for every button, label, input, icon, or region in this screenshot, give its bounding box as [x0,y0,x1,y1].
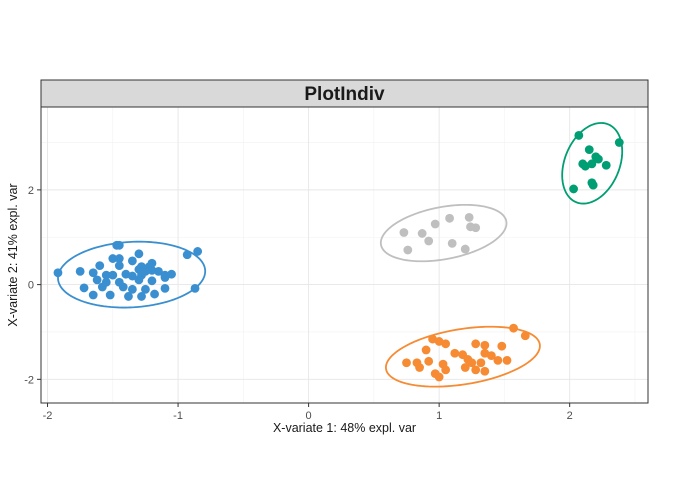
data-point [114,261,124,271]
data-point [450,348,460,358]
data-point [114,254,124,263]
data-point [460,244,470,254]
data-point [417,229,427,238]
data-point [101,270,111,280]
data-point [574,131,584,140]
data-point [445,213,454,223]
data-point [88,290,98,300]
confidence-ellipse [384,325,541,388]
data-point [493,355,503,365]
data-point [190,283,200,293]
x-tick-label: 0 [306,410,312,422]
data-point [97,282,107,292]
data-point [150,289,159,299]
data-point [402,358,411,368]
x-tick-label: -1 [173,410,183,422]
data-point [588,180,598,190]
data-point [127,256,137,266]
data-point [53,268,63,278]
data-point [108,270,118,280]
data-point [403,245,413,255]
data-point [141,284,150,294]
data-point [486,351,496,361]
data-point [160,273,170,282]
data-point [480,340,490,350]
data-point [476,358,486,368]
data-point [108,254,118,263]
data-point [193,247,203,256]
data-point [147,265,157,275]
data-point [587,159,597,169]
data-point [137,292,146,301]
data-point [114,240,124,250]
data-point [509,323,518,333]
data-point [601,160,611,170]
y-tick-label: -2 [24,374,34,386]
data-point [467,358,477,368]
data-point [460,363,470,372]
data-point [424,356,434,366]
data-point [127,284,137,294]
data-point [154,266,163,276]
data-point [182,250,192,260]
axis-layer: -2 -1 0 1 2 -2 0 2 [24,185,573,422]
y-tick-label: 0 [28,280,34,292]
data-point [520,331,530,341]
data-point [75,266,85,276]
data-point [105,290,115,300]
data-point [480,366,490,376]
data-point [471,223,481,233]
data-point [118,282,128,292]
data-point [134,275,144,285]
data-point [584,145,594,155]
y-tick-label: 2 [28,185,34,197]
data-point [167,269,176,279]
confidence-ellipse [57,240,207,309]
data-point [434,372,444,382]
data-point [497,341,507,351]
data-point [88,268,98,278]
data-point [421,345,431,355]
data-point [471,365,481,375]
point-layer [53,131,624,382]
data-point [441,339,451,349]
data-point [79,283,89,293]
x-tick-label: 2 [567,410,573,422]
data-point [447,238,457,248]
data-point [614,138,624,147]
data-point [471,339,481,349]
grid-layer [41,107,648,403]
data-point [569,184,578,194]
strip-background [40,79,649,108]
data-point [430,219,440,229]
x-tick-label: 1 [436,410,442,422]
data-point [441,365,451,375]
data-point [147,276,157,286]
chart-title: PlotIndiv [304,84,385,105]
x-axis-title: X-variate 1: 48% expl. var [273,421,416,435]
strip-header: PlotIndiv [40,79,649,108]
x-tick-label: -2 [43,410,53,422]
data-point [415,363,424,372]
data-point [127,271,137,281]
data-point [95,261,105,271]
data-point [578,159,588,169]
confidence-ellipse [379,203,508,263]
data-point [399,228,409,237]
y-axis-title: X-variate 2: 41% expl. var [6,183,20,326]
data-point [124,292,133,301]
data-point [134,249,144,259]
data-point [160,283,170,293]
data-point [502,355,512,365]
data-point [593,154,603,164]
data-point [464,212,474,222]
data-point [92,275,102,285]
data-point [424,236,434,246]
